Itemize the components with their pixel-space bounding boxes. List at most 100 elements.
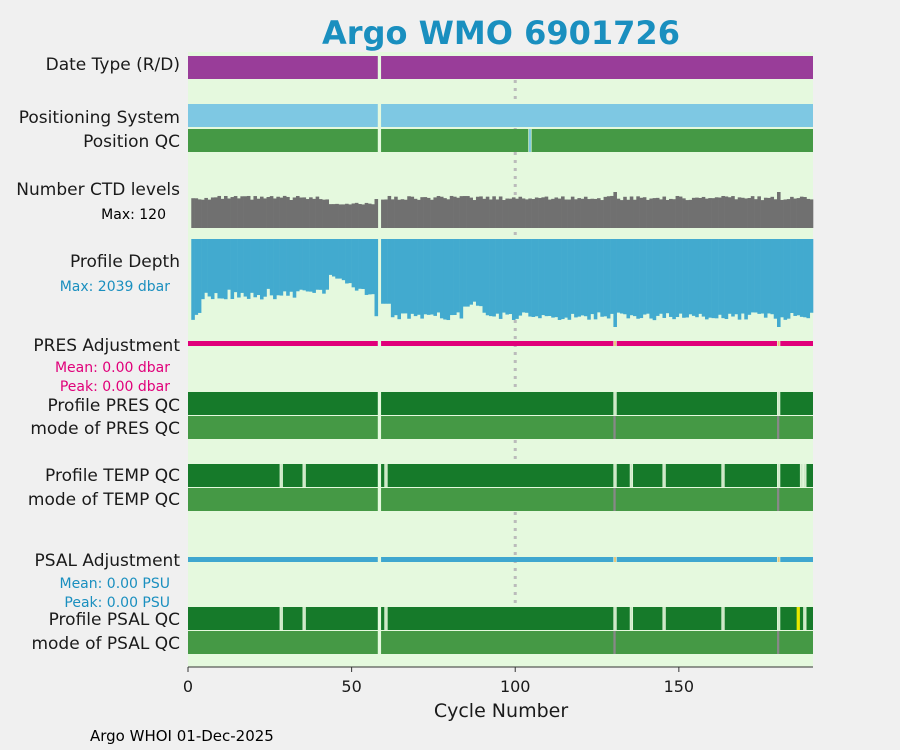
positioning-system-bar-segment-1 — [381, 104, 813, 127]
depth-bar-cycle-70 — [417, 239, 421, 315]
ctd-bar-cycle-167 — [734, 199, 739, 228]
depth-bar-cycle-19 — [250, 239, 254, 293]
ctd-bar-cycle-165 — [727, 197, 732, 228]
label-ctd-max: Max: 120 — [101, 207, 166, 223]
ctd-bar-cycle-28 — [279, 197, 284, 228]
ctd-bar-cycle-84 — [462, 196, 467, 228]
depth-bar-cycle-140 — [646, 239, 650, 314]
ctd-bar-cycle-155 — [695, 197, 699, 228]
pres-adjustment-line-gap-cycle-130 — [614, 341, 617, 346]
label-position-qc: Position QC — [83, 132, 180, 152]
depth-bar-cycle-13 — [230, 239, 235, 300]
ctd-bar-cycle-27 — [276, 196, 280, 228]
profile-temp-qc-bar-segment-2 — [305, 464, 378, 487]
ctd-bar-cycle-104 — [528, 198, 532, 228]
depth-bar-cycle-54 — [364, 239, 369, 295]
ctd-bar-cycle-123 — [590, 198, 595, 228]
ctd-bar-cycle-20 — [253, 196, 258, 228]
ctd-bar-cycle-29 — [282, 195, 287, 228]
profile-pres-qc-bar-gap-cycle-180 — [777, 392, 780, 415]
depth-bar-cycle-57 — [374, 239, 379, 317]
label-positioning-system: Positioning System — [19, 108, 180, 128]
ctd-bar-cycle-69 — [413, 198, 418, 228]
label-psal-mean: Mean: 0.00 PSU — [59, 576, 170, 592]
depth-bar-cycle-75 — [433, 239, 437, 316]
ctd-bar-cycle-128 — [606, 196, 611, 228]
profile-psal-qc-bar-gap-cycle-180 — [777, 607, 780, 630]
depth-bar-cycle-133 — [623, 239, 627, 315]
depth-bar-cycle-185 — [793, 239, 797, 316]
ctd-bar-cycle-15 — [237, 198, 241, 228]
depth-bar-cycle-51 — [354, 239, 359, 291]
ctd-bar-cycle-135 — [629, 196, 634, 228]
ctd-bar-cycle-122 — [587, 199, 591, 228]
depth-bar-cycle-96 — [502, 239, 506, 313]
ctd-bar-cycle-22 — [259, 196, 264, 228]
depth-bar-cycle-88 — [475, 239, 480, 306]
depth-bar-cycle-171 — [747, 239, 752, 315]
profile-temp-qc-bar-segment-5 — [616, 464, 630, 487]
depth-bar-cycle-46 — [338, 239, 343, 279]
depth-bar-cycle-62 — [390, 239, 395, 318]
ctd-bar-cycle-77 — [439, 196, 444, 228]
depth-bar-cycle-41 — [322, 239, 326, 294]
depth-bar-cycle-180 — [777, 239, 781, 327]
profile-psal-qc-bar-segment-8 — [724, 607, 778, 630]
label-ctd-levels: Number CTD levels — [16, 180, 180, 200]
depth-bar-cycle-121 — [583, 239, 588, 317]
ctd-bar-cycle-127 — [603, 196, 608, 228]
profile-temp-qc-bar-segment-0 — [188, 464, 280, 487]
profile-psal-qc-bar-segment-7 — [665, 607, 722, 630]
profile-temp-qc-bar-gap-cycle-60 — [384, 464, 387, 487]
profile-temp-qc-bar-gap-cycle-180 — [777, 464, 780, 487]
ctd-bar-cycle-26 — [273, 198, 277, 228]
depth-bar-cycle-177 — [767, 239, 771, 314]
depth-bar-cycle-31 — [289, 239, 294, 292]
ctd-bar-cycle-143 — [655, 197, 660, 228]
label-profile-pres-qc: Profile PRES QC — [47, 396, 180, 416]
ctd-bar-cycle-59 — [381, 199, 385, 228]
depth-bar-cycle-69 — [413, 239, 418, 317]
depth-bar-cycle-60 — [384, 239, 388, 304]
depth-bar-cycle-178 — [770, 239, 775, 315]
depth-bar-cycle-81 — [453, 239, 457, 315]
ctd-bar-cycle-142 — [652, 198, 657, 228]
ctd-bar-cycle-188 — [803, 197, 807, 228]
x-tick-label-0: 0 — [183, 677, 193, 696]
ctd-bar-cycle-18 — [246, 195, 251, 228]
depth-bar-cycle-4 — [201, 239, 205, 300]
depth-bar-cycle-74 — [430, 239, 434, 315]
ctd-bar-cycle-7 — [210, 197, 215, 228]
profile-psal-qc-bar-segment-0 — [188, 607, 280, 630]
ctd-bar-cycle-51 — [354, 202, 359, 228]
label-profile-psal-qc: Profile PSAL QC — [49, 610, 180, 630]
depth-bar-cycle-12 — [227, 239, 231, 290]
ctd-bar-cycle-109 — [544, 196, 549, 228]
depth-bar-cycle-18 — [246, 239, 251, 299]
psal-adjustment-line-segment-2 — [616, 557, 778, 562]
ctd-bar-cycle-12 — [227, 198, 231, 228]
chart-marks — [188, 56, 814, 654]
depth-bar-cycle-138 — [639, 239, 644, 319]
depth-bar-cycle-7 — [210, 239, 215, 300]
ctd-bar-cycle-157 — [701, 196, 706, 228]
depth-bar-cycle-132 — [619, 239, 624, 314]
ctd-bar-cycle-176 — [763, 197, 768, 228]
ctd-bar-cycle-134 — [626, 199, 631, 228]
ctd-bar-cycle-132 — [619, 200, 624, 228]
depth-bar-cycle-66 — [403, 239, 408, 314]
ctd-bar-cycle-101 — [518, 196, 523, 228]
profile-psal-qc-bar-gap-cycle-188 — [803, 607, 806, 630]
depth-bar-cycle-15 — [237, 239, 241, 298]
depth-bar-cycle-89 — [479, 239, 483, 307]
depth-bar-cycle-55 — [367, 239, 372, 295]
pres-adjustment-line-gap-cycle-180 — [777, 341, 780, 346]
depth-bar-cycle-2 — [194, 239, 199, 315]
depth-bar-cycle-50 — [351, 239, 356, 288]
profile-psal-qc-bar-segment-2 — [305, 607, 378, 630]
position-qc-bar-segment-0 — [188, 129, 378, 152]
ctd-bar-cycle-130 — [613, 192, 617, 228]
depth-bar-cycle-42 — [325, 239, 330, 290]
depth-bar-cycle-77 — [439, 239, 444, 319]
depth-bar-cycle-137 — [636, 239, 640, 319]
